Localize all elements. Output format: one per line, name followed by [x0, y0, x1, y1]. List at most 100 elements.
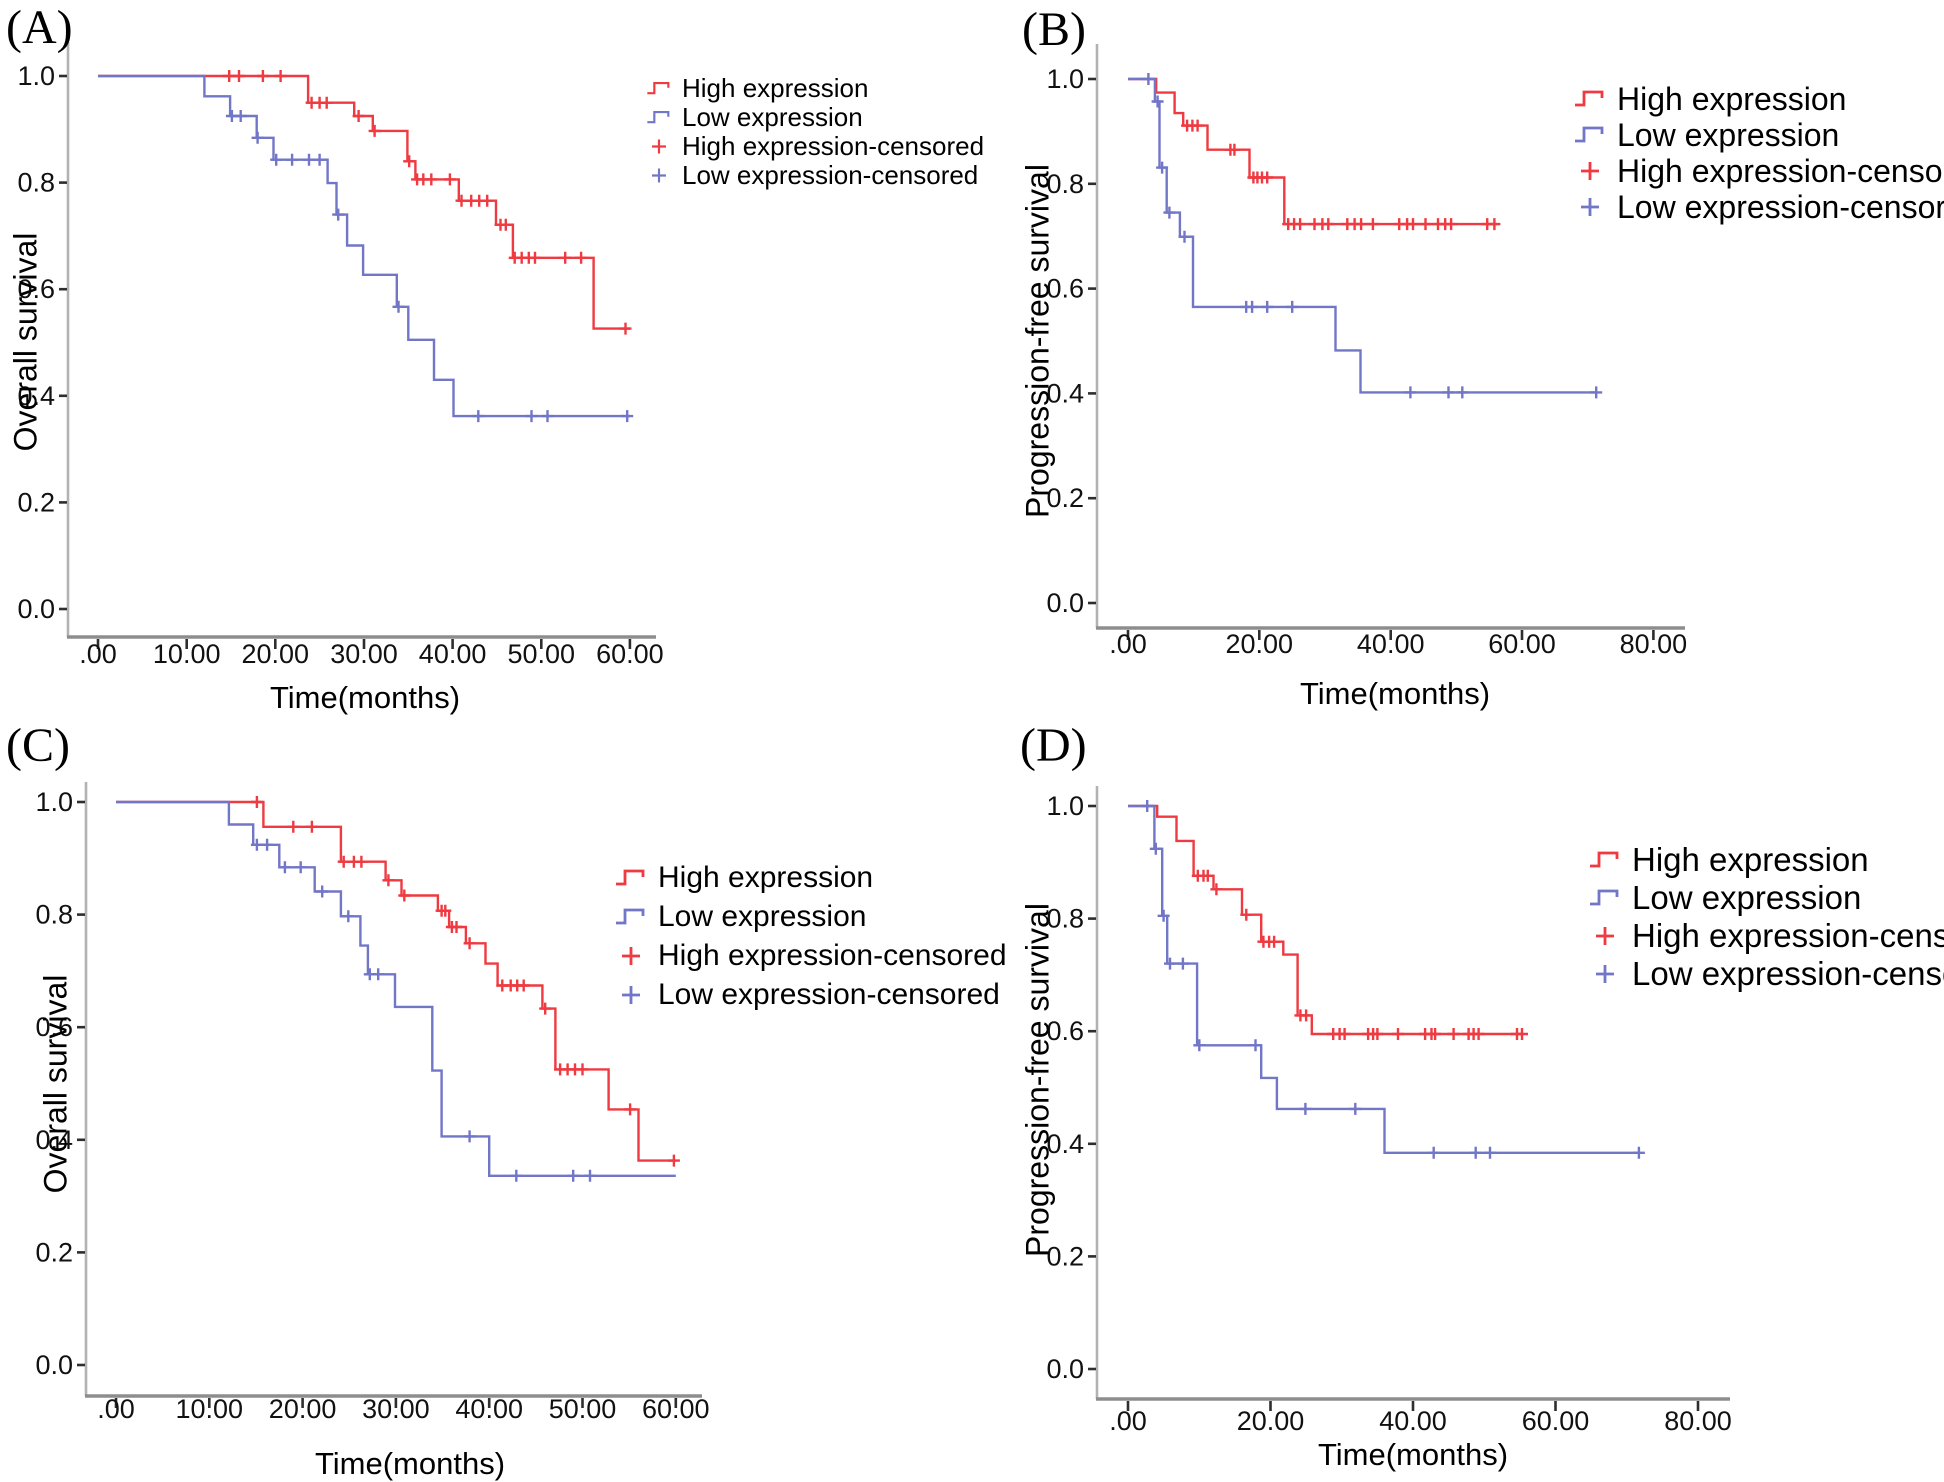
censor-mark: [1349, 1102, 1362, 1115]
censor-mark: [1484, 1146, 1496, 1159]
x-tick-label: .00: [1109, 1406, 1147, 1436]
legend-step-icon-high: [1575, 90, 1604, 107]
x-tick-label: 20.00: [1237, 1406, 1305, 1436]
censor-mark: [1149, 842, 1162, 855]
censor-mark: [1176, 957, 1189, 970]
censor-mark: [1404, 386, 1417, 399]
censor-mark: [499, 218, 512, 231]
panel-a-xaxis-title: Time(months): [269, 680, 461, 715]
legend-item-label: High expression: [1632, 841, 1869, 878]
censor-mark: [510, 1169, 523, 1182]
legend-item: High expression-censored: [645, 131, 984, 161]
legend-item-label: High expression-censored: [658, 938, 1007, 972]
censor-mark: [541, 410, 554, 423]
censor-mark: [1371, 1028, 1384, 1040]
censor-mark: [1178, 230, 1191, 243]
x-tick-label: .00: [97, 1394, 135, 1424]
legend-item-label: High expression-censored: [1632, 917, 1944, 954]
censor-mark: [1355, 218, 1368, 231]
censor-mark: [355, 855, 368, 868]
km-curve-high: [1128, 804, 1524, 1036]
panel-a-letter: (A): [6, 1, 73, 54]
legend-item: High expression-censored: [1587, 917, 1944, 955]
y-tick-label: 0.0: [1046, 588, 1084, 618]
legend-plus-icon-low: [1581, 198, 1599, 216]
censor-mark: [313, 153, 326, 166]
censor-mark: [1590, 386, 1603, 399]
censor-mark: [1142, 73, 1155, 85]
y-tick-label: 1.0: [35, 787, 73, 817]
legend-item-label: High expression-censored: [1617, 152, 1944, 189]
censor-mark: [619, 322, 632, 335]
y-tick-label: 0.6: [17, 274, 55, 304]
censor-mark: [1163, 206, 1176, 219]
x-tick-label: 30.00: [362, 1394, 430, 1424]
censor-mark: [251, 131, 264, 144]
x-tick-label: 50.00: [549, 1394, 617, 1424]
censor-mark: [450, 921, 463, 933]
legend-item: Low expression: [613, 897, 1007, 936]
censor-mark: [1268, 935, 1281, 948]
panel-D: 1.0 0.8 0.6 0.4 0.2 0.0 .00 20.00 40.00 60.00 80.0…: [1046, 786, 1732, 1436]
legend-item-label: Low expression: [1632, 879, 1862, 916]
panel-c-xaxis-title: Time(months): [314, 1446, 506, 1481]
censor-mark: [294, 861, 307, 874]
panel-d-xaxis-title: Time(months): [1317, 1437, 1509, 1472]
y-tick-label: 0.8: [1046, 904, 1084, 934]
legend-item: High expression-censored: [1572, 153, 1944, 189]
censor-mark: [463, 1130, 476, 1143]
censor-mark: [398, 889, 411, 902]
km-curve-low: [98, 74, 630, 418]
y-tick-label: 0.6: [35, 1012, 73, 1042]
censor-mark: [1210, 883, 1223, 896]
censor-mark: [372, 968, 385, 981]
censor-mark: [368, 124, 381, 137]
y-tick-label: 0.4: [35, 1125, 73, 1155]
censor-mark: [1419, 218, 1432, 231]
censor-mark: [539, 1002, 552, 1015]
legend-plus-icon-high: [652, 139, 666, 154]
censor-mark: [261, 838, 274, 851]
legend-panel-c: High expression Low expression High expres…: [613, 858, 1007, 1014]
legend-plus-icon-low: [622, 985, 640, 1004]
legend-item: Low expression: [1587, 879, 1944, 917]
censor-mark: [1427, 1146, 1440, 1159]
censor-mark: [332, 208, 345, 221]
censor-mark: [1299, 1102, 1312, 1115]
x-tick-label: .00: [1109, 629, 1147, 659]
y-tick-label: 1.0: [1046, 791, 1084, 821]
censor-mark: [1193, 1039, 1206, 1052]
panel-d-letter: (D): [1020, 719, 1087, 772]
legend-panel-b: High expression Low expression High expres…: [1572, 81, 1944, 225]
legend-item: High expression-censored: [613, 936, 1007, 975]
y-tick-label: 1.0: [17, 61, 55, 91]
x-tick-label: .00: [79, 639, 117, 669]
legend-plus-icon-high: [622, 946, 640, 965]
censor-mark: [1294, 218, 1307, 231]
km-curve-low: [1128, 804, 1641, 1154]
legend-item: High expression: [645, 73, 984, 103]
censor-mark: [250, 838, 263, 851]
panel-c-letter: (C): [6, 719, 70, 772]
censor-mark: [403, 155, 416, 168]
censor-mark: [1141, 800, 1154, 812]
censor-mark: [1632, 1146, 1645, 1159]
legend-item-label: Low expression: [1617, 116, 1840, 153]
legend-item-label: Low expression: [682, 102, 863, 132]
censor-mark: [286, 153, 299, 166]
censor-mark: [1322, 218, 1335, 231]
censor-mark: [1249, 1039, 1262, 1052]
legend-item-label: Low expression-censored: [682, 160, 979, 190]
y-tick-label: 0.0: [1046, 1354, 1084, 1384]
censor-mark: [1201, 869, 1214, 882]
legend-item: High expression: [1572, 81, 1944, 117]
censor-mark: [1447, 1028, 1460, 1040]
legend-plus-icon-high: [1596, 927, 1614, 945]
legend-item-label: High expression: [658, 860, 874, 894]
y-tick-label: 0.6: [1046, 1016, 1084, 1046]
censor-mark: [576, 1063, 589, 1076]
km-curve-low: [116, 800, 676, 1177]
censor-mark: [1429, 1028, 1442, 1040]
censor-mark: [667, 1154, 680, 1167]
